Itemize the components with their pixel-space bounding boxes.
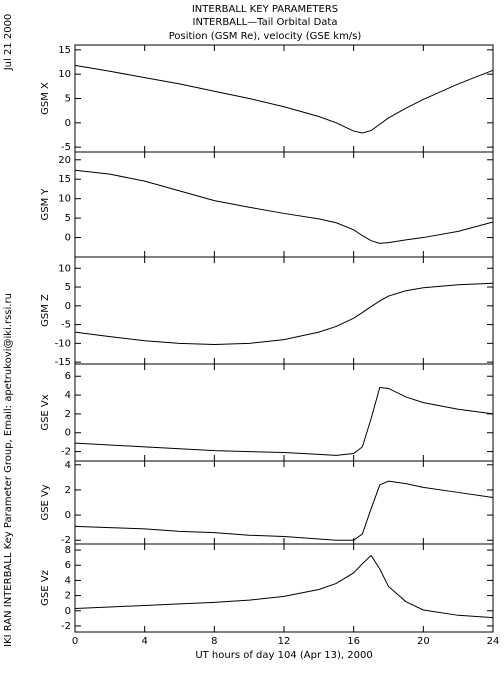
y-tick-label: 0 [65,118,71,129]
y-tick-label: 0 [65,428,71,439]
y-tick-label: 2 [65,409,71,420]
y-tick-label: -15 [55,357,71,368]
y-tick-label: 15 [58,45,71,56]
y-tick-label: 5 [65,94,71,105]
y-axis-label: GSM X [40,82,51,115]
y-tick-label: -10 [55,338,71,349]
y-axis-label: GSM Z [40,294,51,327]
title-line: INTERBALL KEY PARAMETERS [192,4,338,15]
y-tick-label: -2 [61,447,71,458]
y-tick-label: 6 [65,371,71,382]
y-tick-label: 8 [65,545,71,556]
y-tick-label: 0 [65,606,71,617]
y-tick-label: -2 [61,621,71,632]
y-tick-label: 5 [65,213,71,224]
x-tick-label: 4 [141,636,147,647]
panel-frame [74,543,494,633]
x-tick-label: 16 [347,636,360,647]
y-tick-label: 20 [58,155,71,166]
y-tick-label: 4 [65,460,71,471]
y-tick-label: 2 [65,591,71,602]
y-tick-label: 4 [65,575,71,586]
title-line: Position (GSM Re), velocity (GSE km/s) [169,31,362,42]
date: Jul 21 2000 [3,14,14,72]
y-tick-label: -2 [61,535,71,546]
y-axis-label: GSM Y [40,188,51,221]
x-tick-label: 0 [72,636,78,647]
y-tick-label: -5 [61,142,71,153]
data-line [74,387,494,456]
y-tick-label: 5 [65,282,71,293]
y-tick-label: 0 [65,301,71,312]
data-line [74,554,494,619]
panel-frame [74,460,494,545]
credit: IKI RAN INTERBALL Key Parameter Group, E… [3,293,14,647]
data-line [74,282,494,345]
y-tick-label: 10 [58,263,71,274]
y-tick-label: 15 [58,174,71,185]
x-axis-label: UT hours of day 104 (Apr 13), 2000 [195,650,372,661]
y-tick-label: -5 [61,320,71,331]
y-axis-label: GSE Vx [40,394,51,430]
panel-frame [74,151,494,258]
x-tick-label: 12 [278,636,291,647]
y-tick-label: 10 [58,194,71,205]
x-tick-label: 20 [417,636,430,647]
y-tick-label: 0 [65,233,71,244]
panel-frame [74,44,494,153]
y-axis-label: GSE Vy [40,484,51,520]
x-tick-label: 8 [211,636,217,647]
y-tick-label: 4 [65,390,71,401]
y-tick-label: 2 [65,485,71,496]
title-line: INTERBALL—Tail Orbital Data [193,17,338,28]
x-tick-label: 24 [487,636,500,647]
panel-frame [74,256,494,365]
y-tick-label: 10 [58,69,71,80]
y-axis-label: GSE Vz [40,570,51,606]
y-tick-label: 0 [65,510,71,521]
data-line [74,480,494,541]
data-line [74,64,494,134]
data-line [74,169,494,244]
y-tick-label: 6 [65,560,71,571]
